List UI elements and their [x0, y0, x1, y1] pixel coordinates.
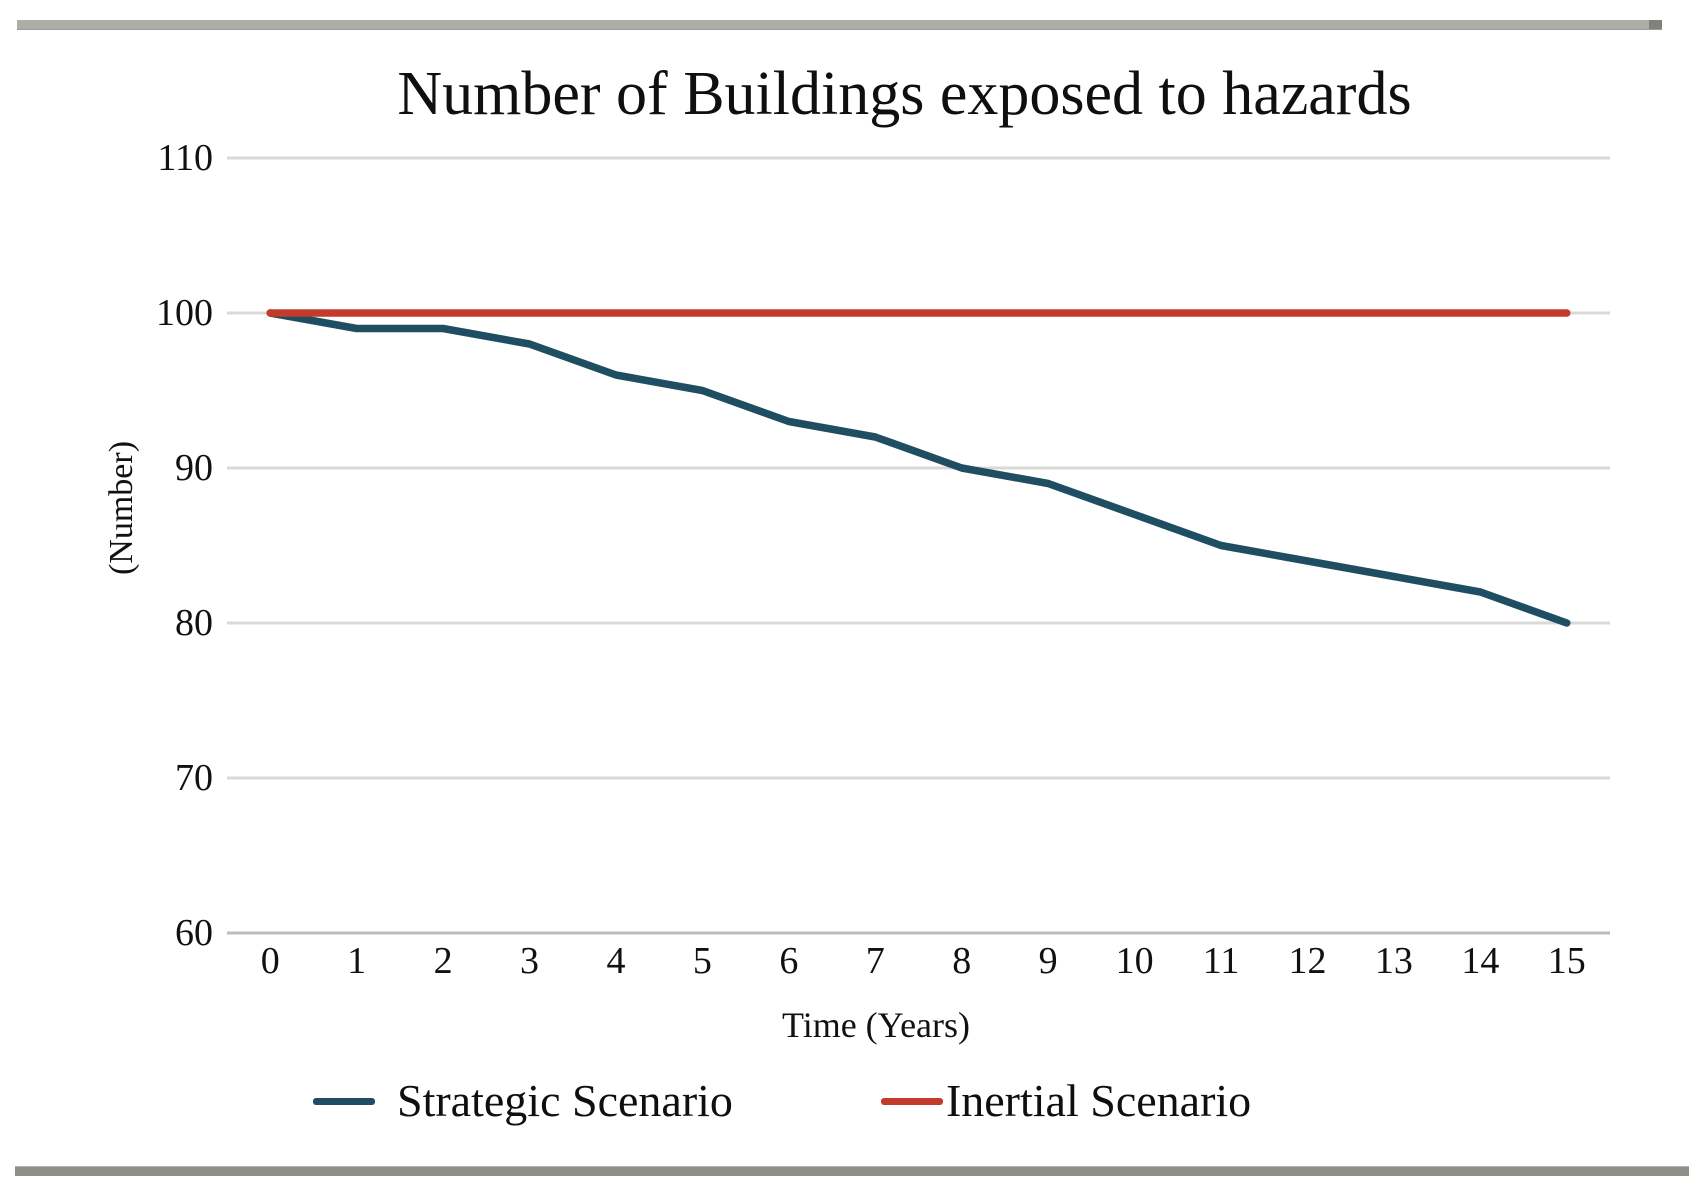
legend-item-inertial: Inertial Scenario [880, 1075, 1252, 1126]
x-tick-label-10: 10 [1115, 940, 1154, 982]
y-tick-label-70: 70 [175, 757, 213, 799]
x-tick-label-1: 1 [347, 940, 367, 982]
x-tick-label-2: 2 [433, 940, 453, 982]
y-tick-label-90: 90 [175, 447, 213, 489]
x-tick-label-0: 0 [260, 940, 280, 982]
inertial-series-swatch [880, 1097, 943, 1105]
x-tick-label-14: 14 [1461, 940, 1500, 982]
y-tick-label-110: 110 [157, 137, 213, 179]
legend-label-strategic: Strategic Scenario [397, 1075, 733, 1126]
y-tick-label-60: 60 [175, 912, 213, 954]
legend-label-inertial: Inertial Scenario [945, 1075, 1252, 1126]
legend-item-strategic: Strategic Scenario [313, 1078, 733, 1124]
x-tick-label-3: 3 [520, 940, 540, 982]
x-tick-label-15: 15 [1547, 940, 1586, 982]
x-tick-label-13: 13 [1374, 940, 1413, 982]
x-tick-label-9: 9 [1038, 940, 1058, 982]
chart-title: Number of Buildings exposed to hazards [397, 60, 1412, 128]
y-tick-label-80: 80 [175, 602, 213, 644]
chart-legend: Strategic Scenario Inertial Scenario [313, 1072, 1251, 1130]
x-tick-label-4: 4 [606, 940, 626, 982]
x-tick-label-8: 8 [952, 940, 972, 982]
x-tick-label-12: 12 [1288, 940, 1327, 982]
y-tick-label-100: 100 [156, 292, 213, 334]
top-divider [17, 20, 1662, 30]
bottom-divider [15, 1166, 1689, 1176]
x-tick-label-6: 6 [779, 940, 799, 982]
x-tick-label-5: 5 [692, 940, 712, 982]
series-line-strategic-scenario [266, 309, 1571, 627]
x-tick-label-11: 11 [1202, 940, 1240, 982]
strategic-series-swatch [313, 1097, 375, 1105]
y-axis-title: (Number) [103, 440, 140, 576]
x-tick-label-7: 7 [865, 940, 885, 982]
x-axis-title: Time (Years) [781, 1005, 971, 1045]
